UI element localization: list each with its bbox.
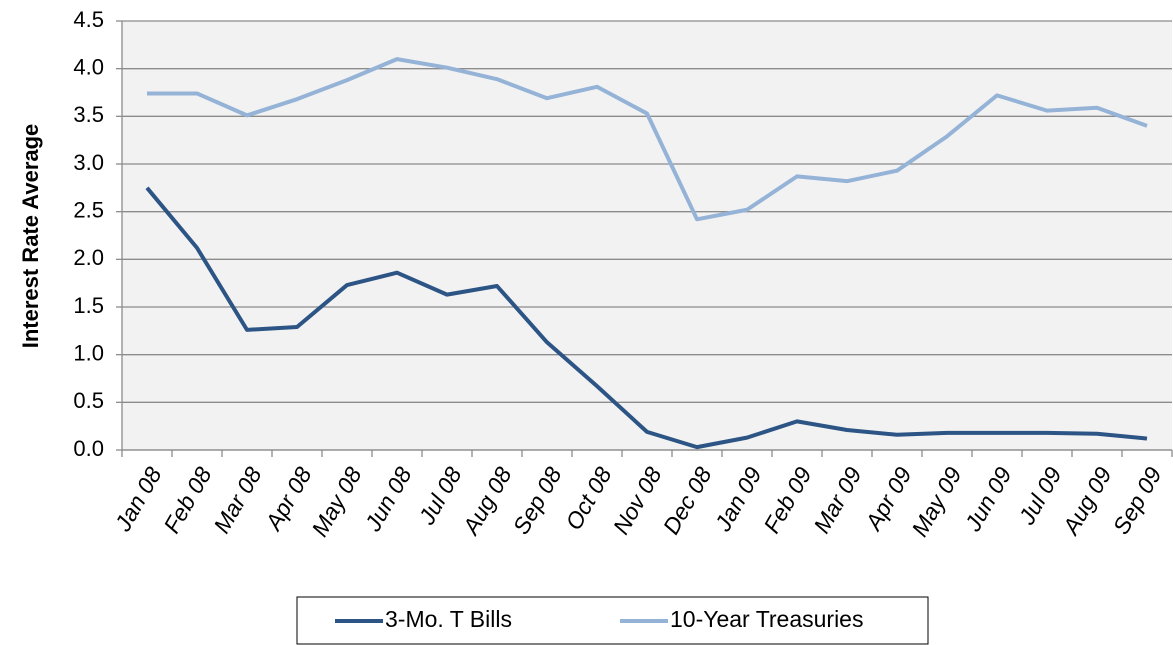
y-tick-label: 0.5 <box>73 388 104 413</box>
series-line <box>145 186 1148 450</box>
legend-label: 3-Mo. T Bills <box>385 606 512 632</box>
plot-area <box>122 21 1172 450</box>
y-tick-label: 0.0 <box>73 436 104 461</box>
x-tick-label: Jun 08 <box>359 462 417 536</box>
x-tick-label: Mar 09 <box>808 462 866 537</box>
x-tick-label: May 08 <box>306 462 366 540</box>
y-tick-label: 2.0 <box>73 245 104 270</box>
legend-label: 10-Year Treasuries <box>670 606 863 632</box>
x-tick-label: Sep 09 <box>1108 462 1167 538</box>
x-tick-label: May 09 <box>906 462 966 540</box>
y-tick-label: 2.5 <box>73 197 104 222</box>
x-tick-label: Dec 08 <box>658 462 717 538</box>
x-tick-label: Jul 09 <box>1013 462 1067 529</box>
y-tick-label: 4.0 <box>73 54 104 79</box>
y-tick-label: 1.5 <box>73 293 104 318</box>
x-tick-label: Aug 08 <box>457 462 517 540</box>
x-tick-label: Sep 08 <box>508 462 567 538</box>
y-tick-label: 4.5 <box>73 7 104 32</box>
x-tick-label: Nov 08 <box>608 462 667 538</box>
x-tick-label: Feb 08 <box>158 462 216 537</box>
y-axis-label: Interest Rate Average <box>18 124 43 349</box>
y-tick-label: 1.0 <box>73 340 104 365</box>
x-tick-label: Jul 08 <box>413 462 467 529</box>
y-tick-label: 3.5 <box>73 102 104 127</box>
x-tick-label: Feb 09 <box>758 462 816 537</box>
series-line <box>147 57 1148 222</box>
y-tick-label: 3.0 <box>73 150 104 175</box>
legend <box>296 596 929 645</box>
x-tick-label: Mar 08 <box>208 462 266 537</box>
x-tick-label: Aug 09 <box>1057 462 1117 540</box>
x-tick-label: Jun 09 <box>959 462 1017 536</box>
